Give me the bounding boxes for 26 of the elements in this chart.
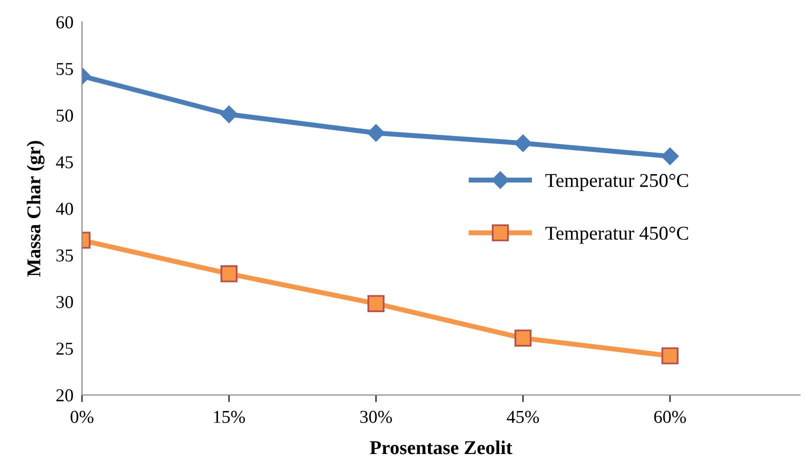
y-tick-label: 35 bbox=[56, 249, 73, 262]
legend-label: Temperatur 450°C bbox=[545, 226, 688, 244]
legend-label: Temperatur 250°C bbox=[545, 174, 688, 191]
x-tick-label: 15% bbox=[214, 410, 245, 424]
y-tick-label: 25 bbox=[56, 342, 73, 355]
y-axis-title: Massa Char (gr) bbox=[26, 140, 44, 277]
x-tick-label: 45% bbox=[506, 410, 539, 424]
point bbox=[661, 148, 679, 165]
point bbox=[368, 295, 384, 312]
x-tick-label: 0% bbox=[70, 410, 94, 424]
y-tick-label: 50 bbox=[56, 110, 73, 122]
point bbox=[220, 265, 238, 282]
x-tick-label: 30% bbox=[360, 410, 392, 424]
y-tick-label: 45 bbox=[56, 156, 73, 168]
y-tick-label: 60 bbox=[56, 16, 73, 28]
x-axis-title: Prosentase Zeolit bbox=[370, 440, 512, 454]
point bbox=[662, 347, 678, 364]
point bbox=[220, 106, 238, 124]
y-tick-label: 20 bbox=[56, 389, 73, 402]
x-tick-label: 60% bbox=[654, 410, 686, 424]
point bbox=[367, 124, 385, 142]
y-tick-label: 55 bbox=[56, 63, 73, 76]
point bbox=[514, 134, 532, 152]
y-tick-label: 40 bbox=[56, 202, 73, 215]
point bbox=[514, 330, 532, 347]
y-tick-label: 30 bbox=[56, 296, 73, 308]
